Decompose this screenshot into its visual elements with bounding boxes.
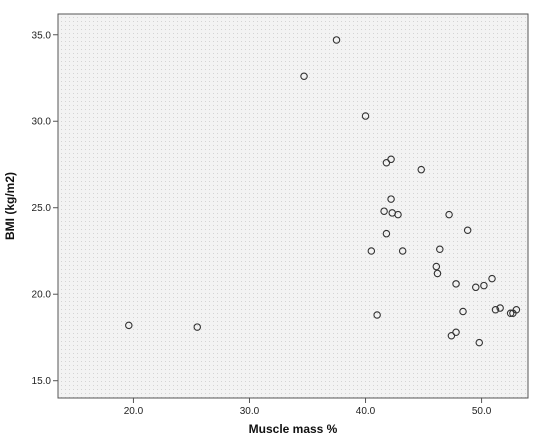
y-tick-label: 25.0 xyxy=(32,203,52,214)
data-point xyxy=(506,309,515,317)
x-tick-label: 40.0 xyxy=(356,406,376,417)
data-point xyxy=(417,165,425,174)
data-point xyxy=(488,274,496,283)
data-point xyxy=(382,229,391,238)
data-point xyxy=(459,307,467,316)
x-axis-title: Muscle mass % xyxy=(249,422,338,436)
plot-area xyxy=(57,13,529,399)
data-point xyxy=(496,304,504,312)
y-tick-label: 20.0 xyxy=(32,290,52,301)
data-point xyxy=(387,155,395,164)
data-point xyxy=(387,195,395,203)
data-point xyxy=(373,311,381,319)
data-point xyxy=(398,247,407,255)
data-points xyxy=(125,36,521,347)
y-axis: 15.0 20.0 25.0 30.0 35.0 xyxy=(32,30,58,387)
data-point xyxy=(332,36,341,44)
x-axis: 20.0 30.0 40.0 50.0 xyxy=(124,398,492,417)
data-point xyxy=(361,112,370,120)
data-point xyxy=(432,262,441,271)
data-point xyxy=(193,323,202,331)
y-tick-label: 15.0 xyxy=(32,376,52,387)
data-point xyxy=(433,269,442,278)
data-point xyxy=(436,245,444,253)
data-point xyxy=(125,321,133,330)
data-point xyxy=(475,338,484,347)
x-tick-label: 50.0 xyxy=(472,406,492,417)
y-tick-label: 35.0 xyxy=(32,30,52,41)
data-point xyxy=(480,281,488,290)
data-point xyxy=(367,247,376,255)
data-point xyxy=(491,306,500,314)
data-point xyxy=(452,280,460,288)
x-tick-label: 20.0 xyxy=(124,406,144,417)
data-point xyxy=(447,331,456,340)
y-tick-label: 30.0 xyxy=(32,117,52,128)
x-tick-label: 30.0 xyxy=(240,406,260,417)
data-point xyxy=(445,210,453,219)
data-point xyxy=(380,207,388,215)
data-point xyxy=(463,226,472,234)
y-axis-title: BMI (kg/m2) xyxy=(3,172,17,240)
data-point xyxy=(300,72,308,81)
data-point xyxy=(472,283,480,292)
data-point xyxy=(394,210,402,219)
data-point xyxy=(512,306,521,314)
